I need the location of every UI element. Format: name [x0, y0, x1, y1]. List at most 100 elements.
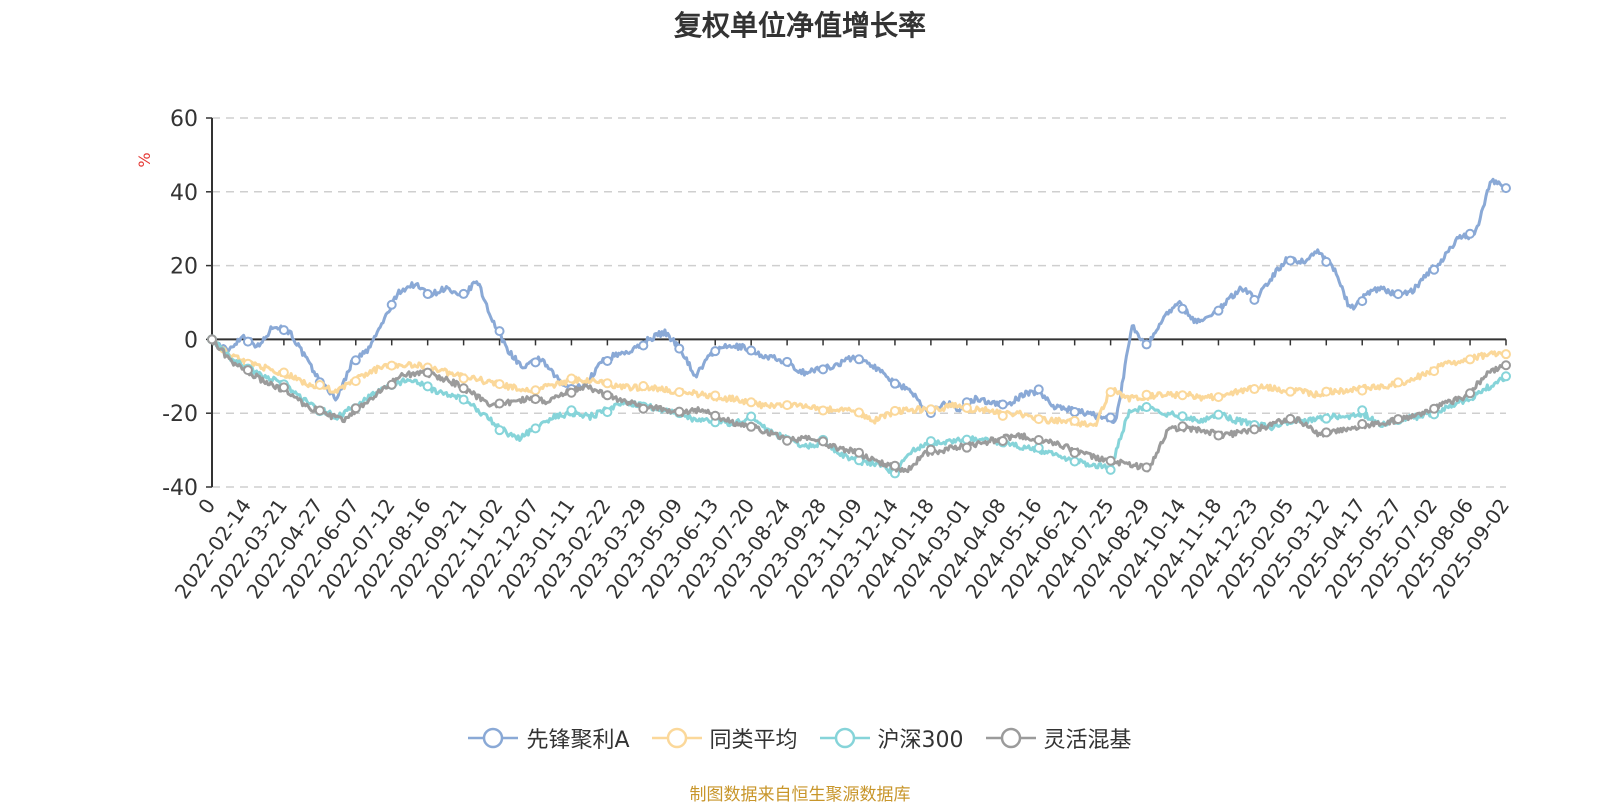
- data-point: [1033, 414, 1044, 425]
- data-point: [1105, 464, 1116, 475]
- data-point: [242, 336, 253, 347]
- series-layer: [207, 177, 1511, 479]
- data-point: [1249, 384, 1260, 395]
- series-3: [207, 334, 1511, 474]
- data-point: [494, 326, 505, 337]
- data-point: [1357, 418, 1368, 429]
- data-point: [278, 382, 289, 393]
- data-point: [710, 390, 721, 401]
- y-tick-label: 0: [184, 328, 198, 353]
- data-point: [925, 444, 936, 455]
- data-point: [1393, 377, 1404, 388]
- legend-line-icon: [985, 727, 1036, 749]
- legend-item[interactable]: 先锋聚利A: [468, 722, 630, 754]
- legend-label: 先锋聚利A: [526, 728, 630, 753]
- data-point: [1069, 415, 1080, 426]
- data-point: [638, 340, 649, 351]
- data-point: [1465, 354, 1476, 365]
- data-point: [1357, 385, 1368, 396]
- data-point: [1285, 386, 1296, 397]
- data-point: [1141, 339, 1152, 350]
- data-point: [782, 356, 793, 367]
- data-point: [1321, 256, 1332, 267]
- y-tick-label: -20: [162, 402, 198, 427]
- data-point: [422, 381, 433, 392]
- data-point: [566, 387, 577, 398]
- data-point: [386, 379, 397, 390]
- data-point: [566, 373, 577, 384]
- data-point: [638, 403, 649, 414]
- legend-item[interactable]: 沪深300: [819, 722, 964, 754]
- y-axis-label: %: [135, 152, 154, 167]
- data-point: [1501, 360, 1511, 371]
- data-point: [1213, 409, 1224, 420]
- data-point: [1069, 447, 1080, 458]
- data-point: [925, 436, 936, 447]
- data-point: [818, 364, 829, 375]
- y-tick-label: 60: [170, 107, 198, 132]
- data-point: [997, 399, 1008, 410]
- data-point: [1465, 228, 1476, 239]
- data-point: [422, 367, 433, 378]
- data-point: [207, 334, 217, 345]
- data-point: [386, 360, 397, 371]
- data-point: [530, 423, 541, 434]
- data-point: [1069, 456, 1080, 467]
- data-point: [1501, 183, 1511, 194]
- data-point: [278, 367, 289, 378]
- data-point: [1213, 430, 1224, 441]
- data-point: [602, 378, 613, 389]
- data-point: [854, 407, 864, 418]
- data-point: [1141, 389, 1152, 400]
- data-point: [1393, 414, 1404, 425]
- data-point: [530, 357, 541, 368]
- data-point: [1069, 407, 1080, 418]
- legend-label: 同类平均: [709, 728, 798, 753]
- data-point: [961, 442, 972, 453]
- data-point: [818, 436, 829, 447]
- data-point: [566, 405, 577, 416]
- data-point: [1213, 305, 1224, 316]
- y-tick-label: 20: [170, 255, 198, 280]
- data-point: [1501, 349, 1511, 360]
- data-point: [458, 394, 469, 405]
- data-point: [494, 425, 505, 436]
- data-point: [710, 410, 721, 421]
- data-point: [1141, 462, 1152, 473]
- legend: 先锋聚利A 同类平均 沪深300 灵活混基: [0, 722, 1600, 754]
- data-point: [889, 405, 900, 416]
- data-point: [1105, 387, 1116, 398]
- data-point: [1285, 255, 1296, 266]
- data-point: [530, 394, 541, 405]
- data-point: [1033, 442, 1044, 453]
- data-point: [314, 379, 325, 390]
- data-point: [674, 387, 685, 398]
- series-0: [207, 177, 1511, 424]
- data-point: [530, 385, 541, 396]
- data-point: [1429, 264, 1440, 275]
- data-point: [854, 354, 864, 365]
- data-point: [1033, 434, 1044, 445]
- data-point: [1177, 303, 1188, 314]
- data-point: [1429, 403, 1440, 414]
- data-point: [1357, 296, 1368, 307]
- data-point: [1249, 424, 1260, 435]
- data-point: [602, 407, 613, 418]
- data-point: [638, 381, 649, 392]
- data-point: [1393, 289, 1404, 300]
- data-point: [746, 411, 757, 422]
- y-tick-label: 40: [170, 181, 198, 206]
- data-point: [1105, 455, 1116, 466]
- data-point: [889, 460, 900, 471]
- data-point: [925, 404, 936, 415]
- data-point: [746, 345, 757, 356]
- legend-item[interactable]: 同类平均: [651, 722, 798, 754]
- data-point: [458, 288, 469, 299]
- data-point: [242, 365, 253, 376]
- legend-item[interactable]: 灵活混基: [985, 722, 1132, 754]
- data-point: [889, 378, 900, 389]
- data-point: [1177, 390, 1188, 401]
- data-point: [1321, 413, 1332, 424]
- data-point: [854, 447, 864, 458]
- data-point: [1465, 388, 1476, 399]
